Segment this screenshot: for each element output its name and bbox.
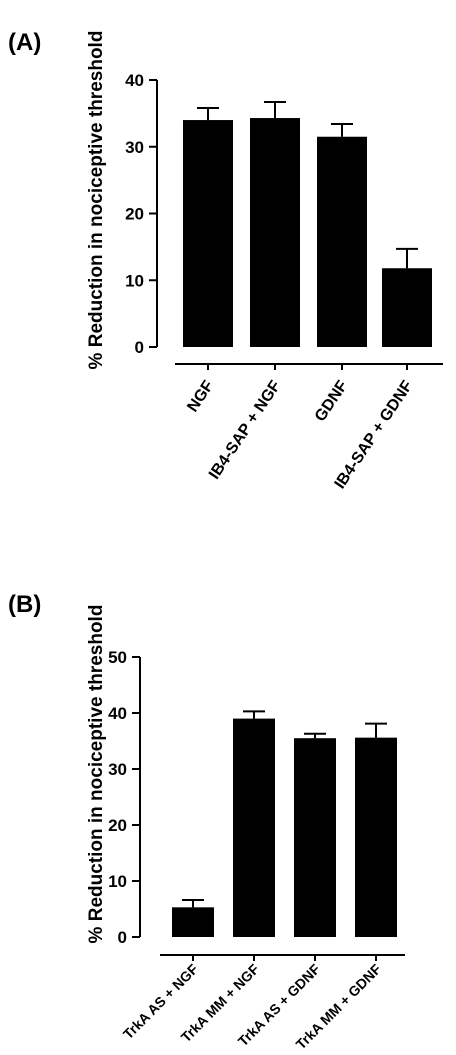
panel-b-y-tick-label: 20 <box>108 816 127 835</box>
panel-a-y-tick-label: 0 <box>135 338 144 357</box>
panel-a-bar <box>183 120 233 347</box>
panel-b-bar <box>294 738 336 937</box>
panel-a-y-tick-label: 10 <box>125 271 144 290</box>
panel-b-bar <box>233 718 275 937</box>
chart-panel-a: (A) % Reduction in nociceptive threshold… <box>8 29 443 492</box>
panel-a-y-axis-label: % Reduction in nociceptive threshold <box>86 31 107 370</box>
panel-b-error-bars <box>182 710 387 908</box>
panel-a-category-label: IB4-SAP + NGF <box>206 378 284 483</box>
panel-b-y-tick-label: 10 <box>108 872 127 891</box>
panel-b-y-axis-label: % Reduction in nociceptive threshold <box>86 605 107 944</box>
panel-a-bar <box>317 136 367 347</box>
panel-b-y-ticks: 0 10 20 30 40 50 <box>108 648 140 947</box>
panel-a-bar <box>382 268 432 347</box>
panel-a-label: (A) <box>8 29 41 56</box>
panel-a-y-tick-label: 20 <box>125 205 144 224</box>
panel-a-bars <box>183 118 432 347</box>
panel-b-y-tick-label: 30 <box>108 760 127 779</box>
panel-b-y-tick-label: 40 <box>108 704 127 723</box>
panel-b-y-tick-label: 50 <box>108 648 127 667</box>
panel-b-bars <box>172 718 397 937</box>
panel-a-category-label: NGF <box>184 378 217 416</box>
chart-panel-b: (B) % Reduction in nociceptive threshold… <box>8 591 405 1052</box>
panel-b-bar <box>355 737 397 937</box>
panel-a-y-ticks: 0 10 20 30 40 <box>125 71 157 357</box>
panel-a-y-tick-label: 40 <box>125 71 144 90</box>
panel-a-error-bars <box>197 101 418 269</box>
panel-b-y-tick-label: 0 <box>118 928 127 947</box>
panel-a-category-label: GDNF <box>312 378 352 425</box>
panel-b-label: (B) <box>8 591 41 618</box>
panel-a-bar <box>250 118 300 347</box>
panel-b-bar <box>172 907 214 937</box>
panel-a-y-tick-label: 30 <box>125 138 144 157</box>
